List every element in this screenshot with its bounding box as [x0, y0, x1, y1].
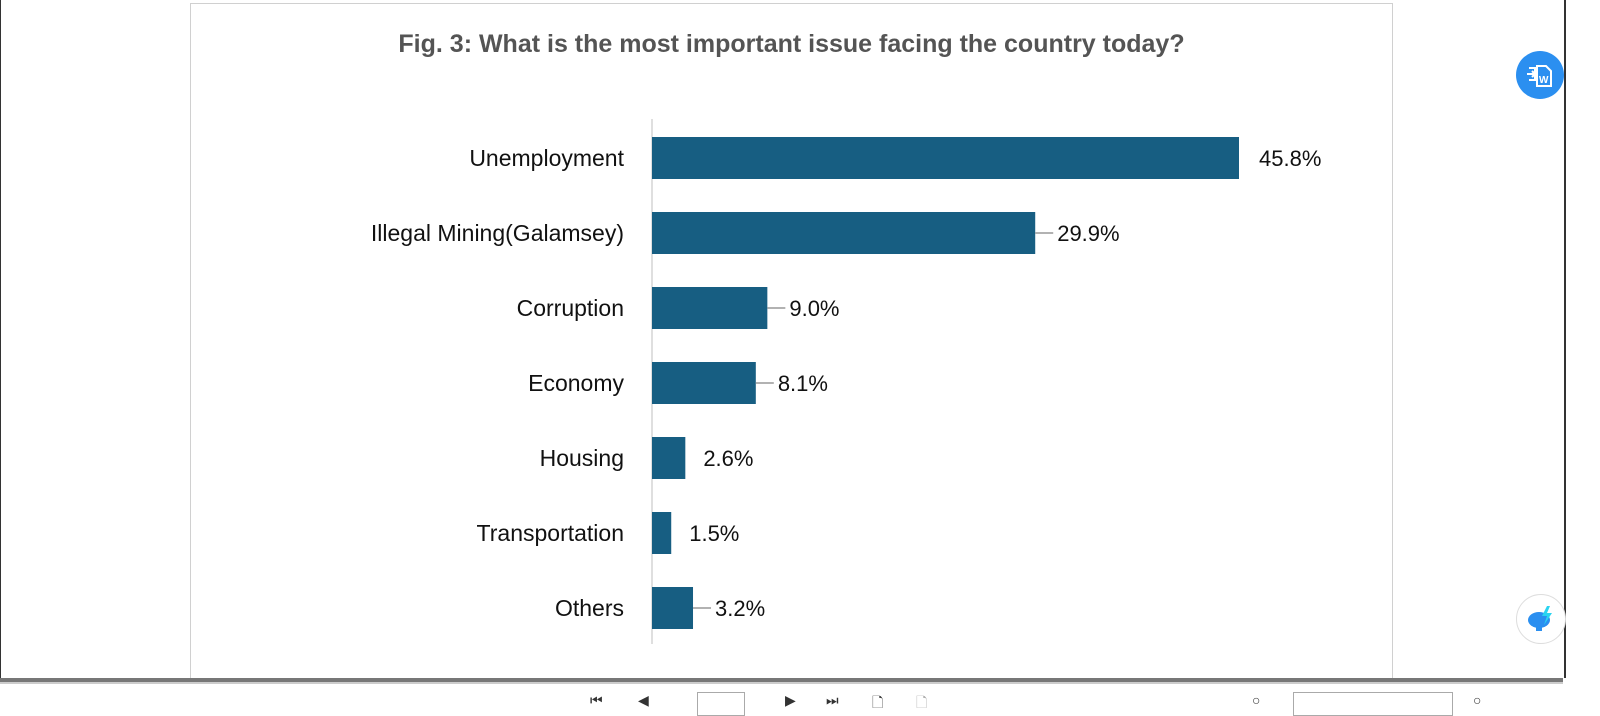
bar-chart: Unemployment 45.8% Illegal Mining(Galamsey… [371, 119, 1321, 644]
ai-assistant-button[interactable] [1516, 594, 1566, 644]
bar [652, 512, 672, 554]
rotate-page-icon[interactable]: 🗋 [872, 694, 884, 710]
ai-brain-icon [1528, 606, 1552, 631]
category-label: Economy [528, 370, 624, 396]
bar [652, 587, 694, 629]
page-number-input[interactable] [697, 692, 745, 716]
data-label: 9.0% [789, 296, 839, 321]
pdf-to-word-icon: W [1527, 65, 1552, 87]
data-label: 29.9% [1057, 221, 1119, 246]
bar [652, 212, 1036, 254]
data-label: 1.5% [689, 521, 739, 546]
category-label: Others [555, 595, 624, 621]
bar [652, 137, 1239, 179]
bottom-toolbar: ⏮ ◀ ▶ ⏭ 🗋 🗋 ○ ○ [0, 684, 1600, 716]
convert-to-word-button[interactable]: W [1516, 51, 1564, 99]
last-page-icon[interactable]: ⏭ [826, 692, 839, 708]
data-label: 45.8% [1259, 146, 1321, 171]
first-page-icon[interactable]: ⏮ [590, 692, 603, 708]
category-label: Illegal Mining(Galamsey) [371, 220, 624, 246]
data-label: 8.1% [778, 371, 828, 396]
bar [652, 437, 686, 479]
category-label: Corruption [517, 295, 624, 321]
toolbar-divider [0, 678, 1563, 684]
zoom-out-icon[interactable]: ○ [1252, 692, 1261, 708]
bar [652, 362, 756, 404]
previous-page-icon[interactable]: ◀ [638, 692, 649, 708]
chart-title: Fig. 3: What is the most important issue… [398, 30, 1185, 58]
category-label: Transportation [477, 520, 624, 546]
zoom-level-field[interactable] [1293, 692, 1453, 716]
svg-text:W: W [1539, 75, 1549, 86]
document-icon[interactable]: 🗋 [916, 694, 928, 710]
pdf-viewer: Fig. 3: What is the most important issue… [0, 0, 1566, 695]
pdf-page: Fig. 3: What is the most important issue… [190, 3, 1393, 695]
category-label: Unemployment [469, 145, 624, 171]
bar [652, 287, 768, 329]
category-label: Housing [540, 445, 624, 471]
data-label: 3.2% [715, 596, 765, 621]
next-page-icon[interactable]: ▶ [785, 692, 796, 708]
zoom-in-icon[interactable]: ○ [1473, 692, 1482, 708]
data-label: 2.6% [703, 446, 753, 471]
